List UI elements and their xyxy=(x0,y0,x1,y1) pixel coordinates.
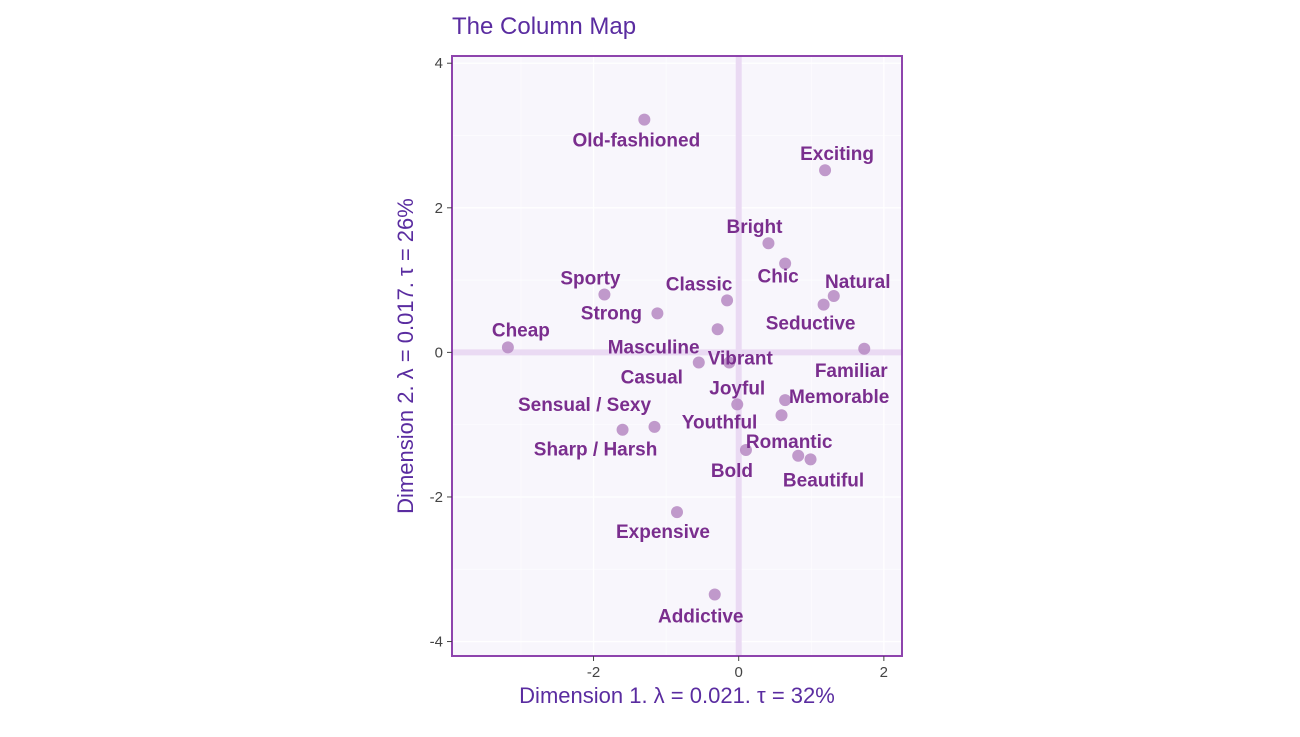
point-label: Classic xyxy=(666,274,733,295)
y-tick-label: 4 xyxy=(435,55,443,72)
data-point xyxy=(827,290,840,302)
point-label: Casual xyxy=(621,368,683,389)
point-label: Joyful xyxy=(709,378,765,399)
data-point xyxy=(648,420,661,433)
data-point xyxy=(779,257,792,270)
data-point xyxy=(731,398,744,411)
data-point xyxy=(721,294,734,307)
chart-title: The Column Map xyxy=(452,13,636,40)
axis-ticks: -2 0 2 -4 -2 0 2 4 xyxy=(430,55,888,681)
data-point xyxy=(711,323,724,336)
point-label: Bold xyxy=(711,461,753,482)
point-label: Romantic xyxy=(746,432,833,453)
zero-reference-lines xyxy=(452,56,902,656)
plot-panel xyxy=(452,56,902,656)
data-point xyxy=(817,298,830,311)
data-points xyxy=(501,113,871,601)
data-point xyxy=(692,356,705,369)
point-label: Bright xyxy=(726,217,783,238)
data-point xyxy=(638,113,651,126)
plot-border xyxy=(451,55,903,657)
x-axis-title: Dimension 1. λ = 0.021. τ = 32% xyxy=(519,683,835,708)
point-label: Strong xyxy=(581,303,642,324)
data-point xyxy=(598,288,611,301)
point-label: Exciting xyxy=(800,144,874,165)
point-labels: Old-fashioned Exciting Bright Sporty Classic… xyxy=(492,131,891,628)
y-tick-label: -2 xyxy=(430,489,443,506)
data-point xyxy=(819,164,832,177)
point-label: Memorable xyxy=(789,387,889,408)
data-point xyxy=(775,409,788,422)
data-point xyxy=(501,341,514,354)
grid-lines xyxy=(447,56,902,656)
y-tick-label: 2 xyxy=(435,200,443,217)
point-label: Youthful xyxy=(682,412,758,433)
point-label: Chic xyxy=(758,266,800,287)
point-label: Expensive xyxy=(616,522,710,543)
point-label: Masculine xyxy=(608,337,700,358)
data-point xyxy=(616,423,629,436)
y-axis-title: Dimension 2. λ = 0.017. τ = 26% xyxy=(393,198,418,514)
data-point xyxy=(762,237,775,250)
x-tick-label: -2 xyxy=(587,664,600,681)
point-label: Familiar xyxy=(815,361,888,382)
data-point xyxy=(739,443,752,456)
data-point xyxy=(723,356,736,369)
point-label: Sensual / Sexy xyxy=(518,395,652,416)
data-point xyxy=(651,307,664,320)
point-label: Sporty xyxy=(560,269,621,290)
point-label: Cheap xyxy=(492,320,550,341)
point-label: Vibrant xyxy=(708,349,774,370)
data-point xyxy=(779,394,792,407)
data-point xyxy=(858,342,871,355)
x-tick-label: 0 xyxy=(735,664,743,681)
point-label: Seductive xyxy=(766,314,856,335)
data-point xyxy=(804,453,817,466)
y-tick-label: 0 xyxy=(435,344,443,361)
data-point xyxy=(708,588,721,601)
point-label: Natural xyxy=(825,272,890,293)
point-label: Sharp / Harsh xyxy=(534,440,658,461)
data-point xyxy=(792,449,805,462)
point-label: Addictive xyxy=(658,607,744,628)
data-point xyxy=(671,506,683,519)
point-label: Beautiful xyxy=(783,470,864,491)
y-tick-label: -4 xyxy=(430,634,443,651)
point-label: Old-fashioned xyxy=(572,131,700,152)
x-tick-label: 2 xyxy=(880,664,888,681)
